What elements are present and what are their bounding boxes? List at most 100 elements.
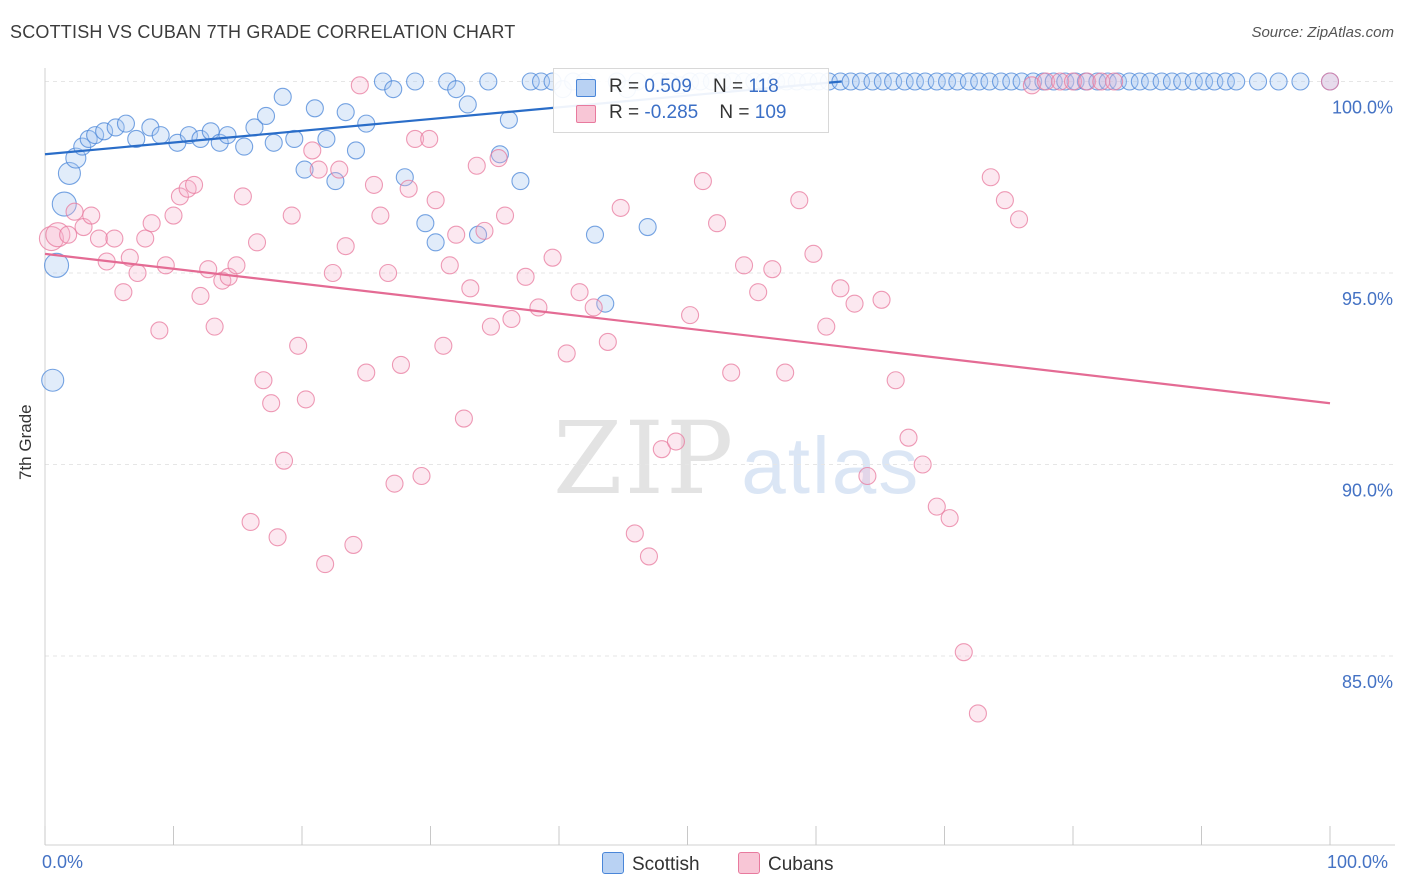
scottish-point	[873, 72, 892, 91]
source-label: Source: ZipAtlas.com	[1251, 24, 1394, 41]
scottish-point	[295, 160, 314, 179]
cubans-point	[156, 256, 175, 275]
cubans-point	[968, 704, 987, 723]
cubans-point	[120, 248, 139, 267]
scottish-point	[406, 72, 425, 91]
cubans-point	[247, 233, 267, 252]
scottish-point	[86, 126, 105, 145]
legend-item-cubans[interactable]: Cubans	[738, 852, 834, 876]
cubans-point	[412, 466, 431, 486]
cubans-point	[693, 172, 712, 191]
y-tick-label: 100.0%	[1332, 98, 1393, 118]
cubans-point	[406, 129, 425, 148]
scottish-point	[1269, 72, 1288, 91]
cubans-point	[65, 202, 84, 221]
legend-row-cubans: R = -0.285 N = 109	[554, 102, 828, 126]
cubans-point	[858, 466, 877, 486]
cubans-point	[481, 317, 500, 336]
cubans-point	[296, 390, 315, 409]
cubans-point	[185, 175, 204, 194]
cubans-point	[205, 317, 224, 336]
cubans-point	[142, 214, 161, 233]
cubans-point	[981, 168, 1000, 187]
cubans-point	[1051, 72, 1070, 91]
cubans-point	[475, 221, 494, 240]
scottish-point	[395, 168, 414, 187]
n-label: N =	[719, 102, 755, 123]
cubans-point	[136, 229, 155, 248]
cubans-trend-line	[44, 252, 1331, 405]
scottish-point	[458, 95, 477, 114]
cubans-point	[282, 206, 301, 225]
cubans-point	[38, 225, 64, 252]
cubans-point	[426, 191, 445, 210]
cubans-point	[749, 283, 768, 302]
scottish-point	[336, 103, 355, 122]
cubans-point	[323, 263, 342, 283]
scottish-point	[1195, 72, 1214, 91]
cubans-point	[817, 317, 836, 336]
scottish-point	[179, 126, 198, 145]
cubans-point	[420, 129, 439, 148]
scottish-point	[41, 368, 65, 392]
scottish-point	[499, 110, 518, 129]
scottish-point	[305, 99, 324, 118]
legend-swatch-blue	[576, 79, 596, 97]
cubans-point	[776, 363, 795, 382]
cubans-point	[1009, 210, 1029, 229]
legend-swatch-pink	[576, 105, 596, 123]
cubans-point	[45, 222, 71, 248]
cubans-point	[543, 248, 562, 267]
cubans-point	[940, 509, 959, 528]
cubans-point	[845, 294, 864, 313]
cubans-point	[233, 187, 252, 206]
cubans-point	[1063, 72, 1083, 91]
cubans-point	[289, 336, 308, 355]
scottish-point	[521, 72, 540, 91]
cubans-point	[309, 160, 328, 179]
scottish-point	[317, 129, 336, 148]
cubans-point	[199, 260, 218, 279]
r-label: R =	[609, 102, 645, 123]
scottish-point	[235, 137, 254, 156]
cubans-point	[927, 497, 946, 516]
cubans-point	[89, 229, 109, 248]
cubans-point	[268, 528, 287, 547]
cubans-point	[434, 336, 453, 355]
n-value-scottish: 118	[748, 76, 779, 97]
scottish-point	[959, 72, 978, 91]
cubans-point	[364, 175, 384, 194]
cubans-point	[763, 260, 782, 279]
cubans-point	[734, 256, 754, 275]
cubans-point	[461, 279, 480, 298]
legend-label-cubans: Cubans	[768, 854, 834, 875]
scottish-point	[346, 141, 366, 160]
cubans-point	[495, 206, 515, 225]
scottish-point	[479, 72, 498, 91]
y-tick-label: 90.0%	[1342, 481, 1393, 501]
scottish-point	[1152, 72, 1171, 91]
cubans-point	[59, 225, 78, 244]
cubans-point	[150, 321, 169, 340]
scottish-point	[1002, 72, 1021, 91]
cubans-point	[114, 283, 133, 302]
r-value-scottish: 0.509	[644, 76, 692, 97]
scottish-point	[264, 133, 283, 152]
x-tick-label-max: 100.0%	[1327, 852, 1389, 872]
cubans-point	[357, 363, 376, 382]
cubans-point	[344, 535, 363, 554]
cubans-point	[1078, 72, 1097, 91]
cubans-point	[584, 298, 603, 317]
scottish-point	[1120, 72, 1139, 91]
cubans-point	[899, 428, 918, 447]
cubans-point	[489, 149, 508, 168]
cubans-point	[336, 237, 355, 256]
scottish-point	[511, 172, 530, 191]
cubans-point	[350, 76, 369, 95]
cubans-point	[1092, 72, 1111, 91]
legend-item-scottish[interactable]: Scottish	[602, 852, 700, 876]
chart-title: SCOTTISH VS CUBAN 7TH GRADE CORRELATION …	[10, 22, 516, 42]
scottish-point	[596, 294, 615, 313]
scottish-point	[1248, 72, 1268, 91]
